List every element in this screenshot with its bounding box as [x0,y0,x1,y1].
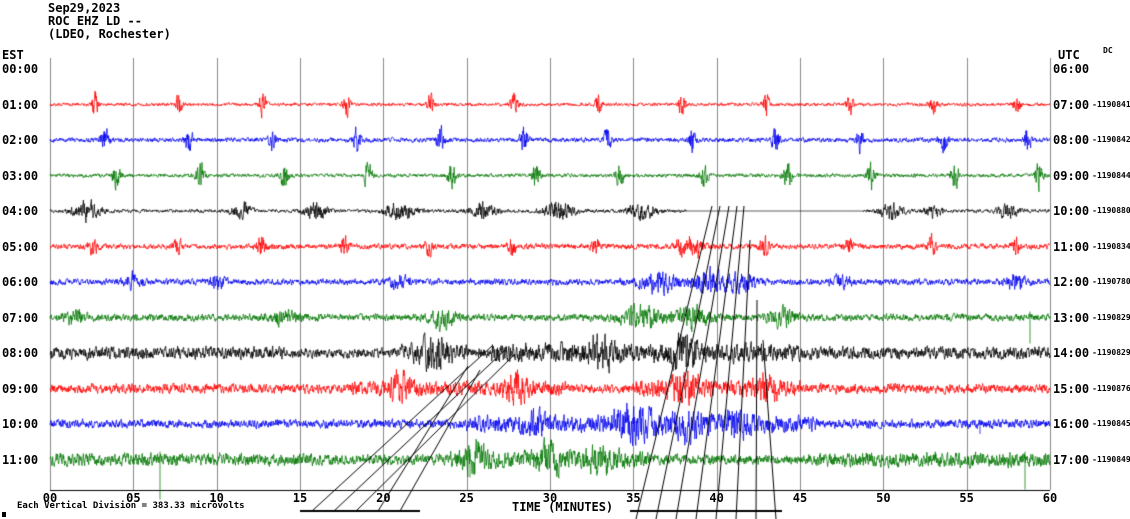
utc-time-label: 07:00 [1053,97,1090,112]
utc-time-label: 15:00 [1053,381,1090,396]
est-tick-04:00: 04:00 [2,204,39,218]
utc-time-label: 13:00 [1053,310,1090,325]
utc-time-label: 16:00 [1053,417,1090,431]
est-tick-01:00: 01:00 [2,97,39,112]
x-tick-45: 45 [792,491,808,505]
scale-note: Each Vertical Division = 383.33 microvol… [17,501,245,511]
x-tick-05: 05 [126,491,141,505]
utc-tick-12:00: 12:00 -1190780 [1053,275,1130,289]
right-axis-label: UTC [1058,48,1080,62]
dc-label: DC [1103,46,1113,55]
x-tick-40: 40 [709,491,724,505]
utc-tick-11:00: 11:00 -1190834 [1053,240,1130,254]
utc-time-label: 12:00 [1053,275,1090,289]
est-tick-00:00: 00:00 [2,62,39,76]
header-station: ROC EHZ LD -- [48,14,142,28]
x-tick-35: 35 [626,491,641,505]
utc-time-label: 06:00 [1053,62,1090,76]
x-tick-50: 50 [876,491,891,505]
left-axis-label: EST [2,48,24,62]
x-tick-30: 30 [542,491,558,505]
est-tick-07:00: 07:00 [2,310,39,325]
counts-value: -1190849 [1092,454,1130,464]
counts-value: -1190844 [1092,170,1130,180]
utc-tick-10:00: 10:00 -1190880 [1053,204,1130,218]
x-tick-60: 60 [1042,491,1058,505]
counts-value: -1190780 [1092,277,1130,286]
utc-tick-08:00: 08:00 -1190842 [1053,133,1130,147]
counts-value: -1190845 [1092,419,1130,428]
counts-value: -1190842 [1092,135,1130,144]
est-tick-05:00: 05:00 [2,239,39,254]
counts-value: -1190876 [1092,383,1130,393]
x-axis-title: TIME (MINUTES) [512,500,614,514]
counts-value: -1190841 [1092,99,1130,109]
utc-time-label: 09:00 [1053,168,1090,183]
counts-value: -1190829 [1092,312,1130,322]
header-location: (LDEO, Rochester) [48,27,171,41]
utc-tick-09:00: 09:00 -1190844 [1053,169,1130,183]
utc-tick-07:00: 07:00 -1190841 [1053,98,1130,112]
utc-time-label: 08:00 [1053,133,1090,147]
x-tick-00: 00 [42,491,58,505]
est-tick-11:00: 11:00 [2,452,39,467]
header-date: Sep29,2023 [48,1,121,15]
utc-time-label: 14:00 [1053,346,1090,360]
corner-mark [2,512,6,517]
counts-value: -1190834 [1092,241,1130,251]
est-tick-09:00: 09:00 [2,381,39,396]
utc-tick-14:00: 14:00 -1190829 [1053,346,1130,360]
counts-value: -1190880 [1092,206,1130,215]
x-tick-20: 20 [376,491,391,505]
utc-time-label: 10:00 [1053,204,1090,218]
x-tick-25: 25 [459,491,474,505]
x-tick-55: 55 [959,491,974,505]
x-tick-15: 15 [292,491,308,505]
est-tick-08:00: 08:00 [2,346,39,360]
counts-value: -1190829 [1092,348,1130,357]
utc-tick-15:00: 15:00 -1190876 [1053,382,1130,396]
header-block: Sep29,2023 ROC EHZ LD -- (LDEO, Rocheste… [48,2,171,41]
utc-tick-16:00: 16:00 -1190845 [1053,417,1130,431]
utc-tick-13:00: 13:00 -1190829 [1053,311,1130,325]
utc-tick-17:00: 17:00 -1190849 [1053,453,1130,467]
est-tick-06:00: 06:00 [2,275,39,289]
est-tick-10:00: 10:00 [2,417,39,431]
x-tick-10: 10 [209,491,224,505]
est-tick-02:00: 02:00 [2,133,39,147]
utc-time-label: 11:00 [1053,239,1090,254]
utc-tick-06:00: 06:00 [1053,62,1089,76]
est-tick-03:00: 03:00 [2,168,39,183]
utc-time-label: 17:00 [1053,452,1090,467]
